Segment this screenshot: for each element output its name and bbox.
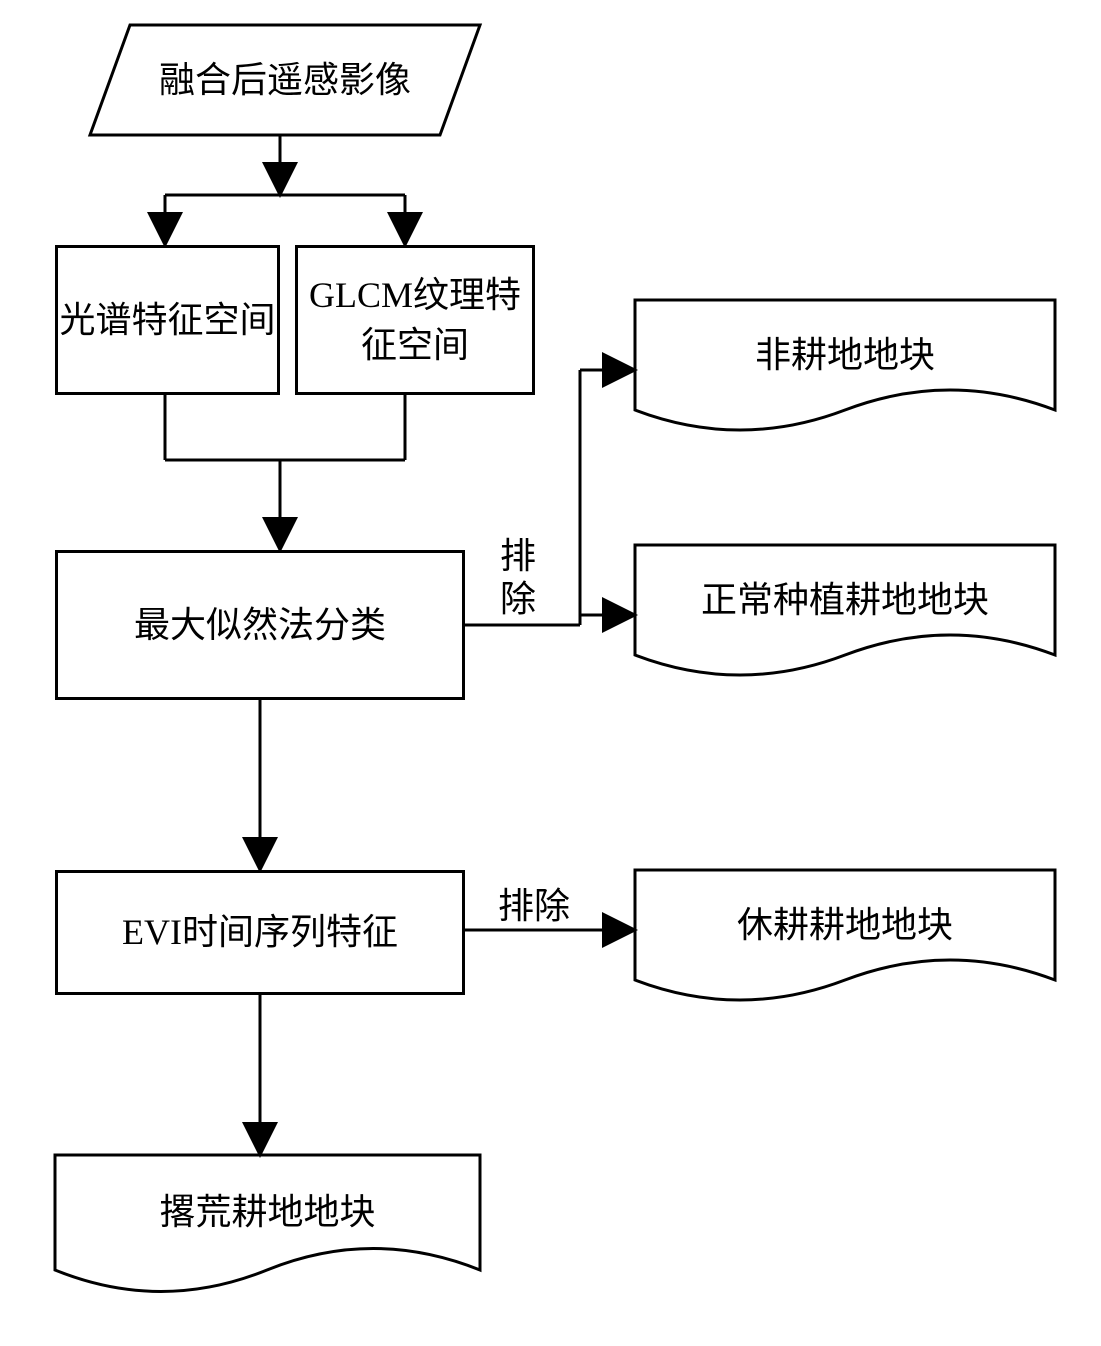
ml-box: 最大似然法分类: [55, 550, 465, 700]
output-normal-shape: [635, 545, 1055, 685]
evi-box: EVI时间序列特征: [55, 870, 465, 995]
spectral-label: 光谱特征空间: [59, 295, 275, 345]
edge-label-exclude-2: 排除: [498, 885, 570, 928]
spectral-box: 光谱特征空间: [55, 245, 280, 395]
ml-label: 最大似然法分类: [134, 600, 386, 650]
input-parallelogram: [90, 25, 480, 135]
glcm-box: GLCM纹理特征空间: [295, 245, 535, 395]
evi-label: EVI时间序列特征: [122, 907, 398, 957]
output-nonarable-shape: [635, 300, 1055, 440]
output-abandoned-shape: [55, 1155, 480, 1300]
glcm-label: GLCM纹理特征空间: [298, 270, 532, 371]
output-fallow-shape: [635, 870, 1055, 1010]
edge-label-exclude-1: 排除: [498, 535, 538, 621]
